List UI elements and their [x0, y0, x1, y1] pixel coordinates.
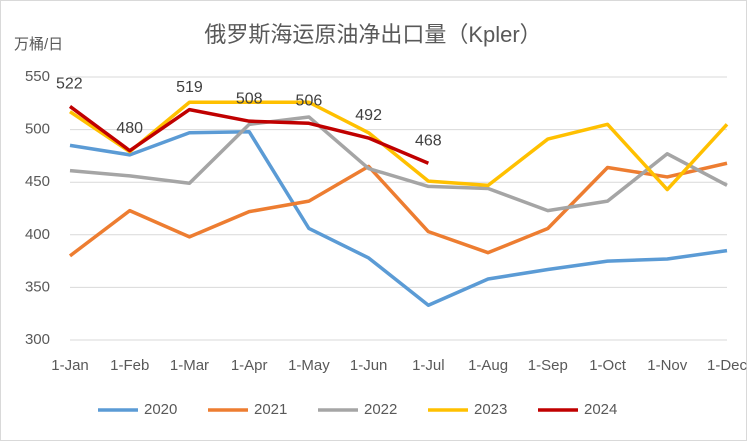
series-line: [68, 105, 430, 165]
data-label: 519: [176, 79, 203, 96]
series-line: [68, 161, 728, 258]
legend-label: 2021: [254, 401, 287, 418]
y-tick-label: 350: [25, 278, 50, 295]
data-label: 506: [296, 93, 323, 110]
x-tick-label: 1-Dec: [707, 357, 747, 374]
legend-label: 2020: [144, 401, 177, 418]
data-label: 480: [116, 120, 143, 137]
x-tick-label: 1-Jun: [350, 357, 388, 374]
legend-label: 2024: [584, 401, 617, 418]
y-axis-label: 万桶/日: [14, 36, 63, 53]
x-tick-label: 1-Oct: [589, 357, 627, 374]
x-tick-label: 1-Apr: [231, 357, 268, 374]
data-label: 522: [56, 76, 83, 93]
x-tick-label: 1-Jul: [412, 357, 445, 374]
x-tick-label: 1-Sep: [528, 357, 568, 374]
legend-label: 2022: [364, 401, 397, 418]
y-tick-label: 300: [25, 331, 50, 348]
x-tick-label: 1-Jan: [51, 357, 89, 374]
y-tick-label: 450: [25, 173, 50, 190]
series-line: [69, 100, 729, 192]
x-tick-label: 1-Nov: [647, 357, 688, 374]
data-label: 468: [415, 132, 442, 149]
x-tick-label: 1-Feb: [110, 357, 149, 374]
x-tick-label: 1-May: [288, 357, 330, 374]
y-tick-label: 550: [25, 68, 50, 85]
y-tick-label: 500: [25, 121, 50, 138]
x-tick-label: 1-Mar: [170, 357, 209, 374]
data-label: 508: [236, 90, 263, 107]
y-tick-label: 400: [25, 226, 50, 243]
x-tick-label: 1-Aug: [468, 357, 508, 374]
series-line: [69, 129, 728, 308]
data-label: 492: [355, 107, 382, 124]
series-line: [69, 115, 728, 213]
chart-title: 俄罗斯海运原油净出口量（Kpler）: [204, 22, 541, 47]
legend-label: 2023: [474, 401, 507, 418]
